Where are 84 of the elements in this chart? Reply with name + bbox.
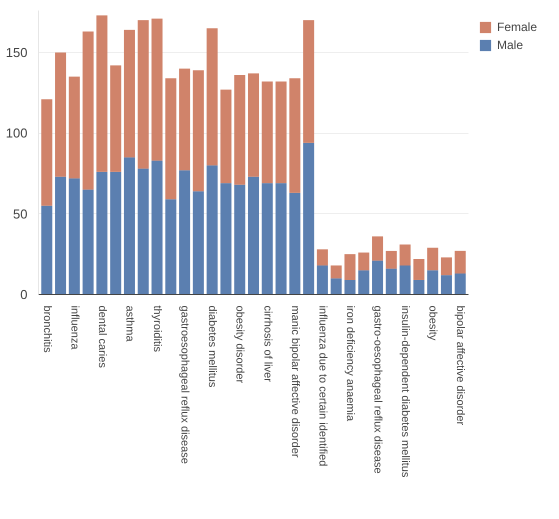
bar [41,99,52,206]
x-tick-label: thyroiditis [151,306,164,352]
bar [41,206,52,294]
bar [96,172,108,294]
x-tick-label: bipolar affective disorder [454,306,466,426]
bar [454,250,466,274]
bar [372,260,384,294]
bar [124,157,135,294]
bar [386,250,397,269]
x-tick-label: obesity [426,306,439,341]
bar [82,31,94,190]
x-tick-label: insulin-dependent diabetes mellitus [399,306,412,478]
bar [303,20,314,143]
bar [206,28,218,166]
bar [152,18,163,161]
bar [192,70,204,192]
bar [234,75,246,185]
bar [276,82,287,184]
bar [316,249,328,266]
bar [262,82,273,184]
x-tick-label: gastroesophageal reflux disease [178,306,191,464]
bar [330,265,342,278]
bar [344,280,356,294]
bar [289,78,300,193]
bar [248,176,260,294]
bar [276,183,287,294]
bar [138,20,149,169]
bar [413,259,424,280]
bar [427,270,438,294]
bar [344,254,356,280]
bar [110,172,122,294]
x-tick-label: dental caries [96,306,108,368]
y-tick-label: 150 [6,44,28,60]
bar [400,244,411,266]
y-tick-label: 100 [6,126,28,141]
x-tick-label: bronchitis [40,306,53,354]
x-tick-label: gastro-oesophageal reflux disease [372,306,384,474]
bar [386,268,397,294]
bar [454,274,466,294]
bar [220,183,232,294]
bar [372,236,384,261]
x-tick-label: cirrhosis of liver [261,306,274,382]
bar [440,257,452,276]
bar [234,184,246,294]
bar [316,265,328,294]
x-tick-label: asthma [123,306,136,342]
x-tick-label: manic bipolar affective disorder [288,306,301,458]
bar [303,142,314,294]
bar [427,248,438,270]
y-tick-label: 0 [20,287,28,302]
bar [413,280,424,294]
x-tick-label: influenza due to certain identified [316,306,328,466]
bar [152,160,163,294]
bar [55,52,66,177]
bar [220,90,232,184]
x-tick-label: influenza [68,306,80,350]
bar [96,15,108,172]
bar [124,30,135,158]
bar [55,176,66,294]
x-tick-label: diabetes mellitus [206,306,218,388]
bar [165,199,176,294]
legend-label: Female [497,20,538,34]
y-tick-label: 50 [13,206,28,222]
bar [400,265,411,294]
bar [165,78,176,200]
legend-label: Male [497,38,524,52]
bar [68,76,80,178]
x-tick-label: iron deficiency anaemia [344,306,356,422]
bar [262,183,273,294]
bar [440,275,452,294]
bar [82,190,94,294]
bar [248,73,260,177]
bar [138,168,149,294]
bar [179,68,190,170]
bar [289,192,300,294]
bar [68,178,80,294]
bar [358,270,370,294]
bar [330,278,342,294]
bar [358,252,370,270]
bar [192,191,204,294]
bar [110,65,122,172]
bar [206,165,218,294]
bar [179,170,190,294]
x-tick-label: obesity disorder [234,306,246,384]
